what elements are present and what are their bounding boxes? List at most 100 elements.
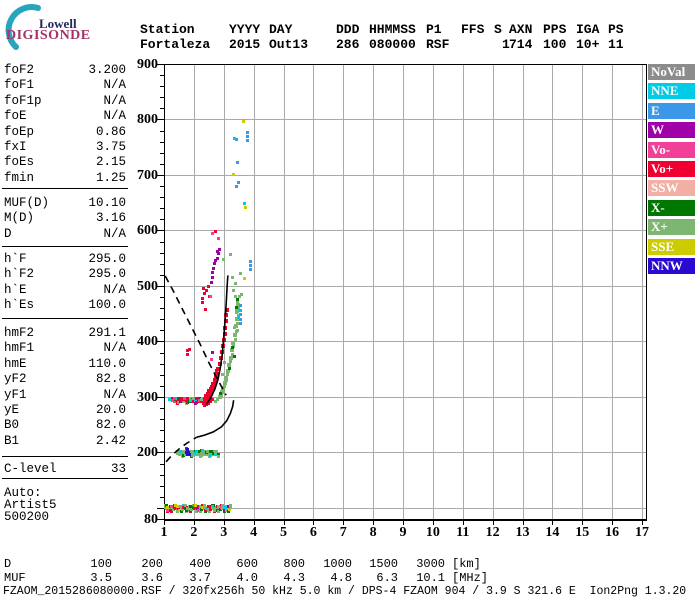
header-label: FFS — [461, 22, 485, 37]
parameter-value: 20.0 — [95, 403, 126, 417]
height-gridline — [164, 507, 646, 509]
y-axis-tick — [157, 174, 164, 176]
echo-point — [241, 120, 245, 124]
d-row-value: 1500 — [369, 557, 398, 571]
echo-streak-point — [186, 397, 190, 401]
y-axis-tick — [160, 219, 164, 221]
echo-streak-point — [185, 509, 189, 513]
echo-streak-point — [181, 508, 185, 512]
echo-point — [246, 139, 250, 143]
parameter-value: 291.1 — [88, 326, 126, 340]
d-row-value: 600 — [236, 557, 258, 571]
echo-streak-point — [207, 505, 211, 509]
echo-point — [214, 259, 218, 263]
frequency-gridline — [612, 64, 614, 519]
echo-streak-point — [211, 507, 215, 511]
d-row-value: 1000 — [323, 557, 352, 571]
x-axis-tick — [283, 519, 285, 525]
frequency-gridline — [283, 64, 285, 519]
y-axis-label: 300 — [137, 389, 158, 405]
header-label: P1 — [426, 22, 442, 37]
echo-streak-point — [189, 510, 193, 514]
echo-point — [234, 311, 238, 315]
legend-label: NoVal — [651, 64, 686, 79]
parameter-row: MUF(D) 10.10 — [4, 196, 126, 210]
header-value: 080000 — [369, 37, 416, 52]
echo-streak-point — [216, 454, 220, 458]
echo-point — [186, 353, 190, 357]
echo-point — [215, 256, 219, 260]
echo-point — [248, 267, 252, 271]
frequency-gridline — [373, 64, 375, 519]
height-gridline — [164, 230, 646, 232]
muf-row-value: 6.3 — [376, 571, 398, 585]
echo-streak-point — [167, 507, 171, 511]
echo-streak-point — [183, 397, 187, 401]
parameter-label: h`F — [4, 252, 27, 266]
echo-streak-point — [229, 506, 233, 510]
echo-point — [175, 505, 179, 509]
echo-point — [246, 131, 250, 135]
echo-point — [210, 505, 214, 509]
parameter-value: 33 — [110, 462, 126, 476]
y-axis-tick — [160, 319, 164, 321]
parameter-label: h`E — [4, 282, 27, 297]
parameter-label: C-level — [4, 462, 57, 476]
echo-point — [167, 397, 171, 401]
y-axis-tick — [160, 208, 164, 210]
echo-point — [233, 337, 237, 341]
echo-point — [223, 319, 228, 324]
echo-streak-point — [213, 452, 217, 456]
y-axis-tick — [160, 141, 164, 143]
echo-streak-point — [221, 507, 225, 511]
frequency-gridline — [343, 64, 345, 519]
echo-point — [187, 452, 191, 456]
parameter-row: D N/A — [4, 227, 126, 241]
echo-point — [219, 392, 223, 396]
height-gridline — [164, 396, 646, 398]
y-axis-tick — [157, 230, 164, 232]
auto-scaler-line: Auto: — [4, 486, 42, 500]
echo-point — [237, 294, 241, 298]
parameter-label: yF2 — [4, 372, 27, 387]
y-axis-label: 800 — [137, 112, 158, 128]
legend-swatch-X+: X+ — [648, 219, 695, 236]
echo-point — [234, 316, 239, 321]
echo-point — [206, 389, 210, 393]
echo-point — [203, 397, 207, 401]
parameter-label: fmin — [4, 170, 35, 185]
legend-label: W — [651, 122, 664, 138]
echo-point — [246, 135, 250, 139]
echo-point — [210, 280, 214, 284]
y-axis-tick — [157, 452, 164, 454]
header-value: 714 — [509, 37, 533, 52]
parameter-row: C-level 33 — [4, 462, 126, 476]
x-axis-tick — [432, 519, 434, 525]
parameter-row: yF1 N/A — [4, 388, 126, 402]
parameter-label: hmF1 — [4, 341, 35, 356]
x-axis-tick — [492, 519, 494, 525]
parameter-row: h`Es 100.0 — [4, 298, 126, 312]
echo-point — [228, 366, 232, 370]
echo-streak-point — [214, 507, 218, 511]
echo-point — [235, 305, 239, 309]
parameter-row: foEs 2.15 — [4, 155, 126, 169]
echo-point — [216, 252, 220, 256]
header-value: Fortaleza — [140, 37, 211, 52]
frequency-gridline — [432, 64, 434, 519]
echo-streak-point — [229, 504, 233, 508]
y-axis-tick — [160, 441, 164, 443]
echo-point — [231, 346, 235, 350]
x-axis-tick — [612, 519, 614, 525]
echo-point — [234, 281, 238, 285]
y-axis-tick — [160, 330, 164, 332]
echo-streak-point — [190, 508, 194, 512]
echo-point — [206, 285, 210, 288]
echo-point — [244, 206, 248, 210]
y-axis-tick — [160, 363, 164, 365]
y-axis-label: 700 — [137, 167, 158, 183]
logo-lowell-text: Lowell — [39, 16, 77, 31]
echo-point — [224, 379, 228, 383]
x-axis-label: 15 — [575, 525, 590, 540]
x-axis-tick — [642, 519, 643, 525]
